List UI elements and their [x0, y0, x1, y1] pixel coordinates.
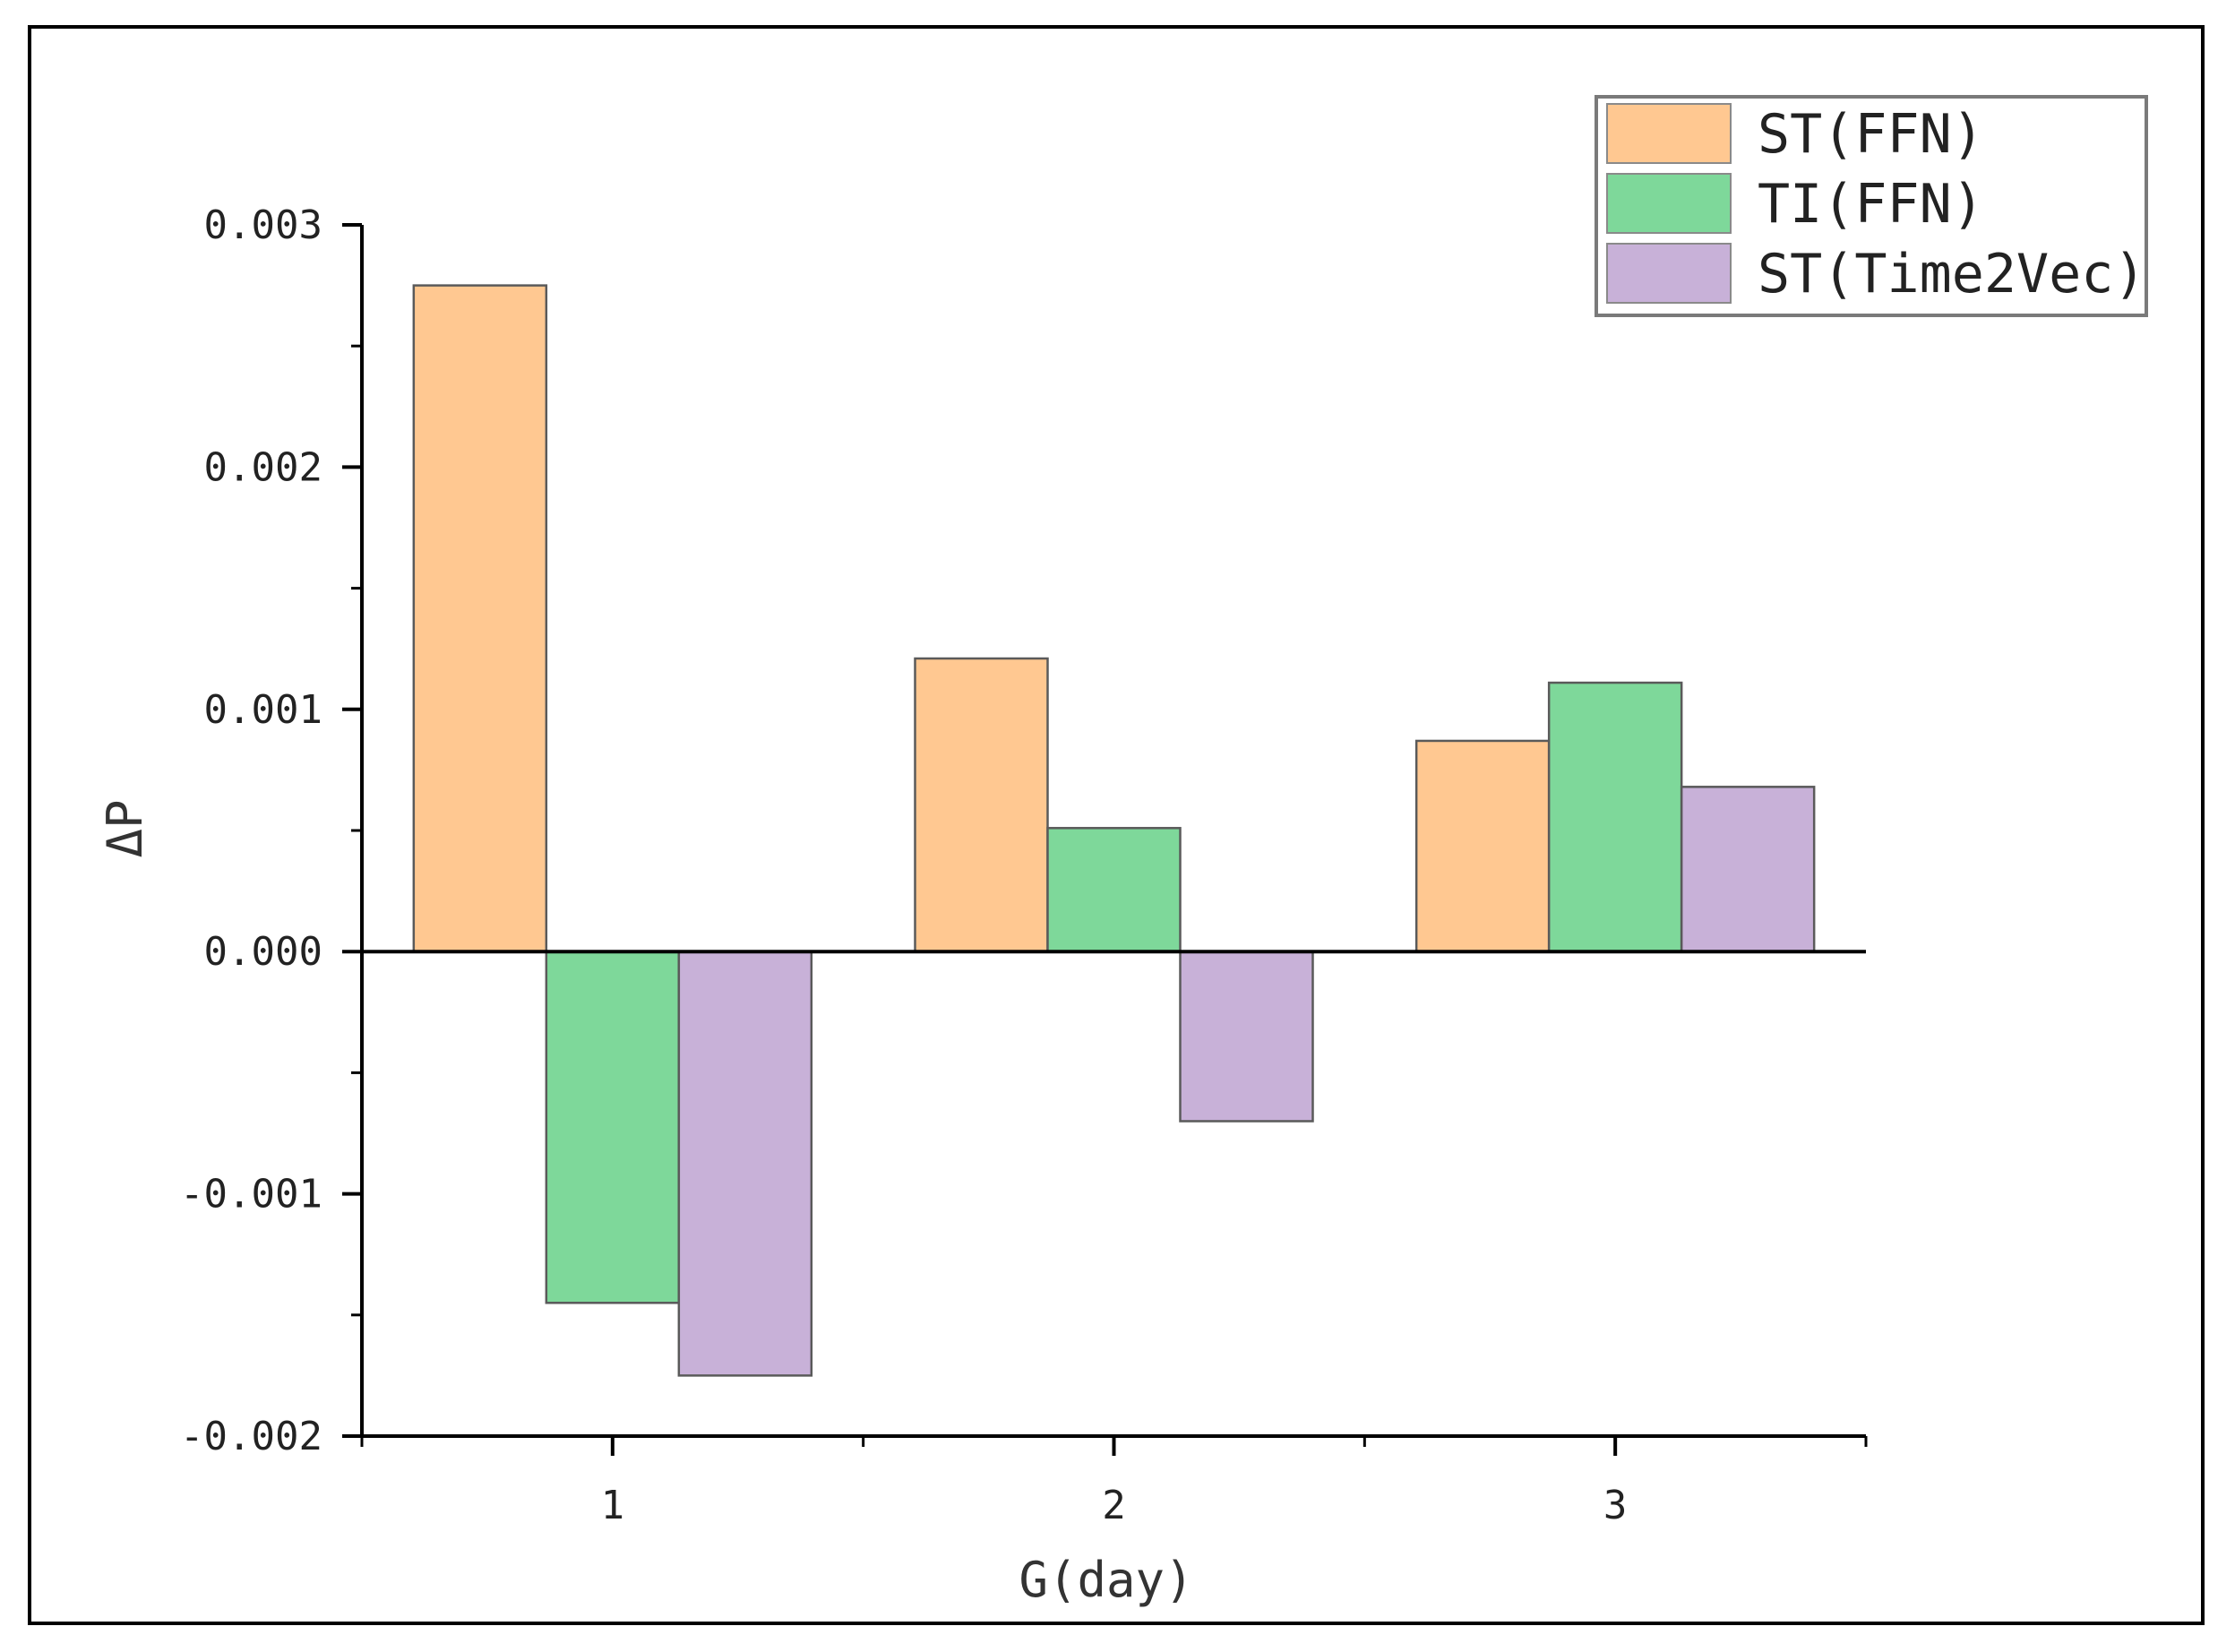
- y-axis-title: ΔP: [97, 799, 153, 857]
- x-tick-label: 1: [601, 1483, 625, 1528]
- bars: [412, 284, 1816, 1377]
- x-tick-label: 2: [1102, 1483, 1126, 1528]
- bar-st-ffn-g2: [914, 657, 1049, 953]
- legend-swatch: [1606, 103, 1732, 164]
- legend: ST(FFN) TI(FFN) ST(Time2Vec): [1595, 95, 2148, 317]
- bar-ti-ffn-g2: [1046, 827, 1182, 953]
- legend-label: ST(Time2Vec): [1758, 243, 2145, 305]
- bar-st-time2vec-g1: [677, 950, 813, 1377]
- y-tick-label: 0.000: [204, 929, 322, 975]
- x-tick-label: 3: [1603, 1483, 1628, 1528]
- y-tick-label: -0.002: [180, 1414, 322, 1459]
- y-tick-label: 0.001: [204, 687, 322, 733]
- ticks: 0.003 0.002 0.001 0.000 -0.001 -0.002 1 2 3: [180, 202, 1868, 1528]
- legend-swatch: [1606, 173, 1732, 234]
- figure-frame: [28, 25, 2205, 1625]
- bar-ti-ffn-g3: [1547, 681, 1683, 953]
- legend-label: ST(FFN): [1758, 103, 1984, 166]
- bar-ti-ffn-g1: [545, 950, 681, 1304]
- x-axis-title: G(day): [1019, 1552, 1193, 1608]
- legend-swatch: [1606, 243, 1732, 304]
- bar-st-ffn-g1: [412, 284, 548, 953]
- legend-label: TI(FFN): [1758, 173, 1984, 236]
- y-tick-label: 0.002: [204, 444, 322, 490]
- bar-st-ffn-g3: [1414, 739, 1551, 953]
- bar-st-time2vec-g2: [1179, 950, 1314, 1123]
- bar-st-time2vec-g3: [1680, 786, 1816, 953]
- y-tick-label: -0.001: [180, 1172, 322, 1217]
- y-tick-label: 0.003: [204, 202, 322, 248]
